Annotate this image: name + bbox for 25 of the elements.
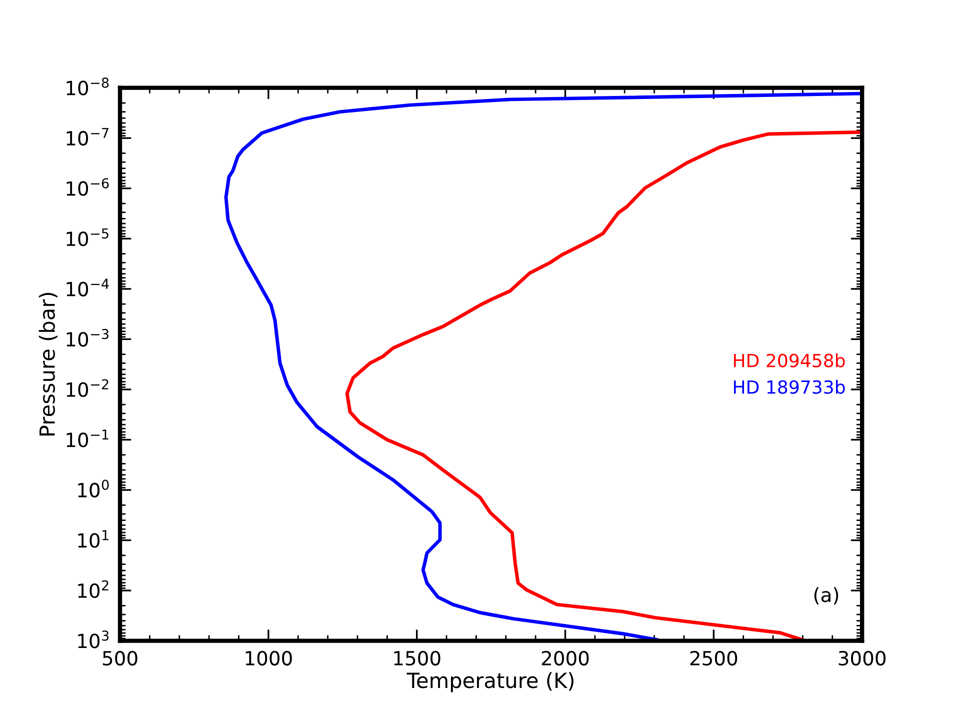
x-axis-title: Temperature (K) (406, 672, 574, 692)
text: HD 209458b (734, 353, 845, 368)
y-tick-label: 10$^{−6}$ (66, 178, 109, 196)
y-tick-label: 10$^{−2}$ (66, 379, 108, 397)
text: HD 189733b (734, 380, 845, 394)
line-series (345, 130, 862, 641)
annotation: (a) (814, 587, 838, 604)
y-tick-label: 10$^{2}$ (78, 580, 108, 598)
y-tick-label: 10$^{0}$ (78, 480, 109, 498)
x-tick-label: 3000 (838, 650, 886, 666)
x-tick-label: 500 (102, 650, 138, 666)
y-tick-label: 10$^{−8}$ (66, 78, 109, 96)
y-tick-label: 10$^{1}$ (78, 530, 108, 548)
y-tick-label: 10$^{3}$ (78, 630, 109, 648)
x-tick-label: 2500 (690, 650, 738, 666)
y-tick-label: 10$^{−5}$ (66, 228, 108, 246)
x-tick-label: 1000 (246, 650, 292, 666)
y-axis-title: Pressure (bar) (38, 292, 58, 436)
line-series (224, 92, 862, 641)
y-tick-label: 10$^{−3}$ (66, 328, 108, 347)
x-tick-label: 2000 (542, 650, 589, 666)
y-tick-label: 10$^{−7}$ (66, 128, 108, 146)
y-tick-label: 10$^{−4}$ (66, 278, 109, 296)
y-tick-label: 10$^{−1}$ (66, 430, 108, 448)
x-tick-label: 1500 (394, 650, 440, 666)
